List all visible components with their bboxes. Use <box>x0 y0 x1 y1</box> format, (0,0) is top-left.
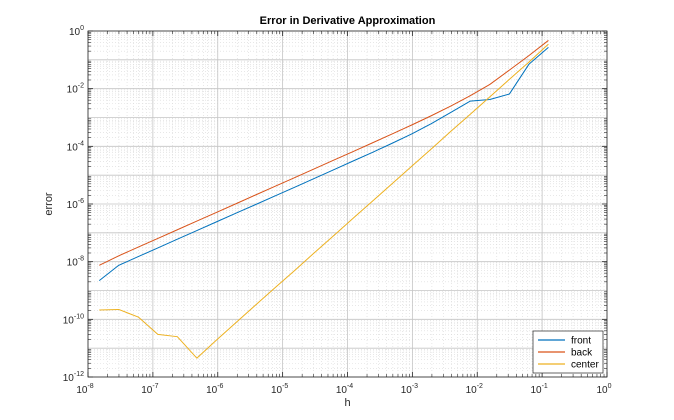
x-axis-label: h <box>344 397 350 409</box>
y-tick-label: 100 <box>69 25 84 38</box>
legend-label-front: front <box>571 336 591 347</box>
series-lines <box>98 40 549 359</box>
legend-label-back: back <box>571 348 593 359</box>
x-tick-label: 10-4 <box>336 383 353 396</box>
series-line-front <box>98 47 549 282</box>
x-tick-label: 10-5 <box>271 383 288 396</box>
y-tick-label: 10-10 <box>63 313 84 326</box>
grid <box>87 30 608 378</box>
x-tick-label: 10-7 <box>141 383 158 396</box>
y-tick-label: 10-2 <box>67 83 84 96</box>
chart-title: Error in Derivative Approximation <box>260 15 436 27</box>
y-tick-label: 10-4 <box>67 140 84 153</box>
y-tick-label: 10-8 <box>67 256 84 269</box>
x-tick-label: 10-1 <box>530 383 547 396</box>
series-line-back <box>99 40 549 266</box>
y-tick-label: 10-12 <box>63 371 84 384</box>
x-tick-label: 10-6 <box>206 383 223 396</box>
legend-label-center: center <box>571 360 599 371</box>
x-tick-label: 100 <box>596 383 611 396</box>
axes: 10-8 10-7 10-6 10-5 10-4 10-3 10-2 10-1 100 10-12… <box>63 25 612 396</box>
y-axis-label: error <box>43 192 55 216</box>
x-tick-label: 10-3 <box>401 383 418 396</box>
series-line-center <box>99 43 549 359</box>
x-tick-label: 10-2 <box>466 383 483 396</box>
y-tick-label: 10-6 <box>67 198 84 211</box>
x-tick-label: 10-8 <box>76 383 93 396</box>
